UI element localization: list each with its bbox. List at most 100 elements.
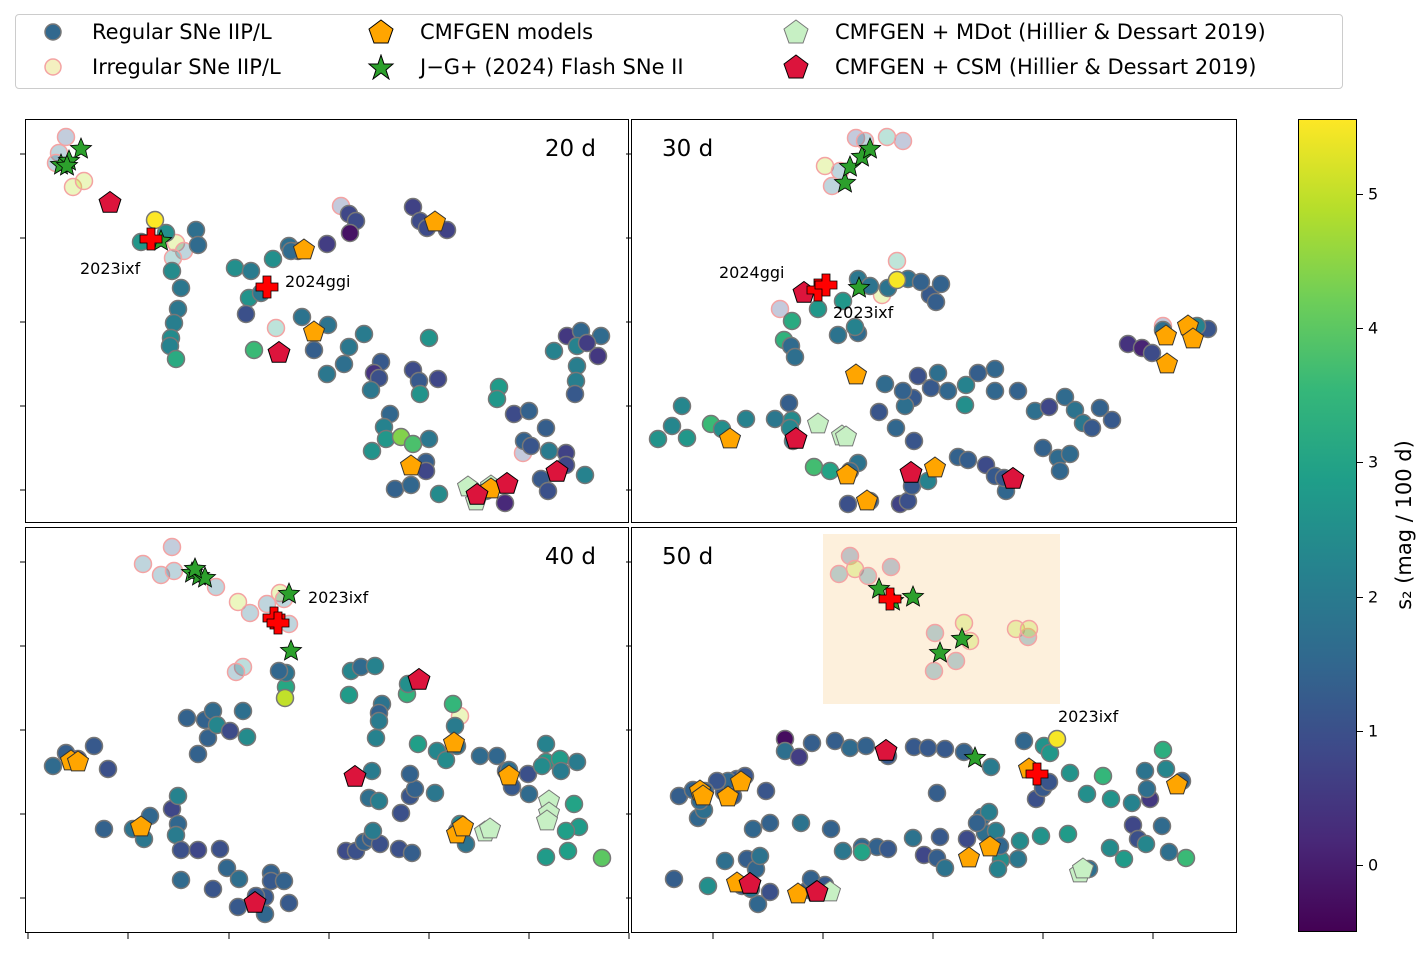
regular-sn-point <box>363 821 383 841</box>
regular-sn-point <box>361 380 381 400</box>
regular-sn-point <box>707 771 727 791</box>
regular-sn-point <box>539 441 559 461</box>
flash-sn-star <box>867 576 891 599</box>
colorbar-tick-label: 5 <box>1368 184 1379 204</box>
regular-sn-point <box>967 813 987 833</box>
regular-sn-point <box>419 429 439 449</box>
regular-sn-point <box>886 418 906 438</box>
regular-sn-point <box>362 441 382 461</box>
colorbar-tick <box>1357 194 1363 196</box>
regular-sn-point <box>220 721 240 741</box>
regular-sn-point <box>1135 761 1155 781</box>
regular-sn-point <box>419 328 439 348</box>
irregular-sn-point <box>266 318 286 338</box>
irregular-sn-point <box>133 554 153 574</box>
regular-sn-point <box>828 325 848 345</box>
regular-sn-point <box>1039 397 1059 417</box>
legend-flash: J−G+ (2024) Flash SNe II <box>366 54 684 80</box>
cmfgen-model-point <box>423 210 447 232</box>
regular-sn-point <box>521 436 541 456</box>
regular-sn-point <box>532 756 552 776</box>
cmfgen-model-point <box>1181 327 1205 349</box>
cmfgen-model-point <box>1165 773 1189 795</box>
regular-sn-point <box>551 761 571 781</box>
regular-sn-point <box>279 893 299 913</box>
flash-sn-star <box>858 136 882 159</box>
regular-sn-point <box>1008 849 1028 869</box>
regular-sn-point <box>162 261 182 281</box>
regular-sn-point <box>588 346 608 366</box>
regular-sn-point <box>94 819 114 839</box>
legend-label: Regular SNe IIP/L <box>92 20 272 44</box>
regular-sn-point <box>171 278 191 298</box>
irregular-sn-point <box>240 603 260 623</box>
regular-sn-point <box>339 685 359 705</box>
regular-sn-point <box>487 746 507 766</box>
regular-sn-point <box>145 210 165 230</box>
regular-sn-point <box>981 757 1001 777</box>
regular-sn-point <box>292 307 312 327</box>
legend-label: CMFGEN + CSM (Hillier & Dessart 2019) <box>835 55 1257 79</box>
regular-sn-point <box>930 827 950 847</box>
regular-sn-point <box>365 656 385 676</box>
regular-sn-point <box>538 481 558 501</box>
cmfgen-model-point <box>442 731 466 753</box>
panel-title: 30 d <box>662 136 714 162</box>
cmfgen-model-point <box>923 456 947 478</box>
star-marker-icon <box>367 54 395 80</box>
regular-sn-point <box>233 701 253 721</box>
regular-sn-point <box>938 381 958 401</box>
cmfgen-model-point <box>1155 352 1179 374</box>
regular-sn-point <box>833 291 853 311</box>
cmfgen-csm-point <box>874 738 898 761</box>
regular-sn-point <box>1010 831 1030 851</box>
regular-sn-point <box>845 317 865 337</box>
regular-sn-point <box>760 882 780 902</box>
regular-sn-point <box>750 846 770 866</box>
regular-sn-point <box>556 821 576 841</box>
regular-sn-point <box>445 716 465 736</box>
panel-plot: 2023ixf <box>20 537 630 939</box>
regular-sn-point <box>821 819 841 839</box>
regular-sn-point <box>1058 824 1078 844</box>
irregular-sn-point <box>881 557 901 577</box>
regular-sn-point <box>229 869 249 889</box>
regular-sn-point <box>1055 387 1075 407</box>
highlighted-sn-cross <box>255 275 279 299</box>
cmfgen-csm-point <box>267 340 291 363</box>
panel-plot: 2023ixf <box>626 534 1196 939</box>
regular-sn-point <box>825 731 845 751</box>
annotation-label: 2023ixf <box>80 259 141 278</box>
cmfgen-csm-point <box>243 890 267 913</box>
regular-sn-point <box>519 401 539 421</box>
regular-sn-point <box>304 340 324 360</box>
regular-sn-point <box>269 661 289 681</box>
cmfgen-mdot-point <box>806 412 830 434</box>
regular-sn-point <box>263 249 283 269</box>
regular-sn-point <box>985 359 1005 379</box>
regular-sn-point <box>904 431 924 451</box>
regular-sn-point <box>402 843 422 863</box>
irregular-sn-point <box>164 561 184 581</box>
regular-sn-point <box>911 272 931 292</box>
regular-sn-point <box>852 842 872 862</box>
regular-sn-point <box>1153 740 1173 760</box>
regular-sn-point <box>760 813 780 833</box>
regular-sn-point <box>743 819 763 839</box>
regular-sn-point <box>487 389 507 409</box>
cmfgen-csm-point <box>98 190 122 213</box>
regular-sn-point <box>1152 816 1172 836</box>
colorbar-tick-label: 2 <box>1368 587 1379 607</box>
cmfgen-csm-point <box>465 482 489 505</box>
regular-sn-point <box>958 450 978 470</box>
regular-sn-point <box>1014 731 1034 751</box>
regular-sn-point <box>217 858 237 878</box>
regular-sn-point <box>935 858 955 878</box>
regular-sn-point <box>840 738 860 758</box>
cmfgen-csm-point <box>1001 466 1025 489</box>
legend-cmfgen: CMFGEN models <box>366 19 593 45</box>
regular-sn-point <box>782 311 802 331</box>
regular-sn-point <box>955 395 975 415</box>
regular-sn-point <box>1077 784 1097 804</box>
irregular-sn-point <box>829 564 849 584</box>
